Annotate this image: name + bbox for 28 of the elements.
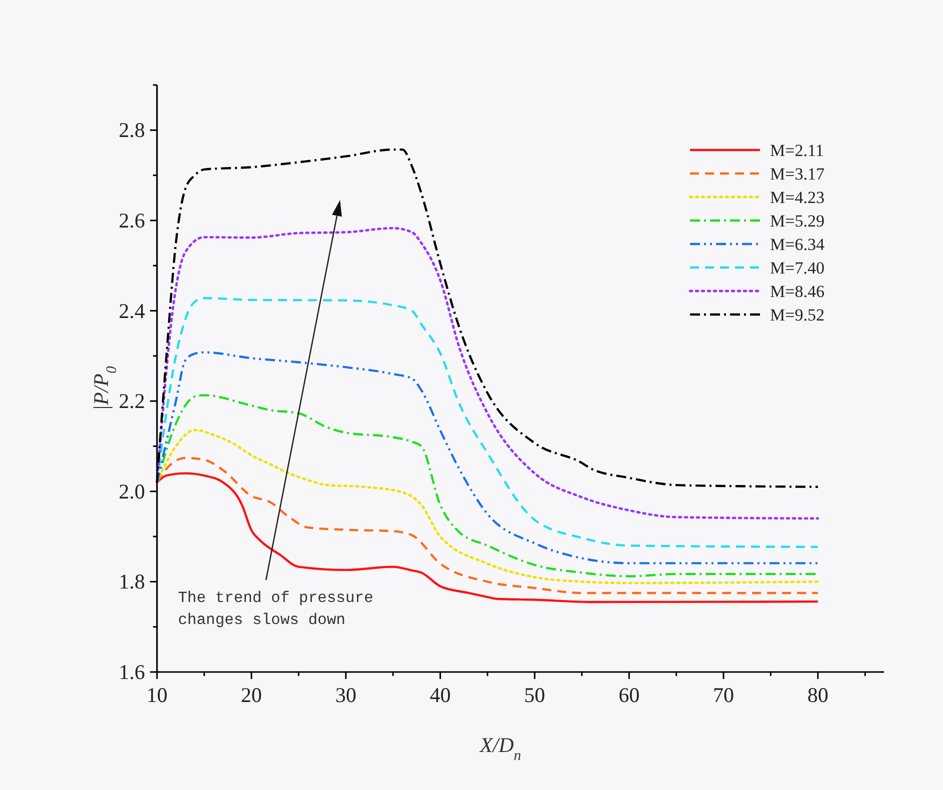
- y-tick-label: 2.4: [118, 298, 146, 323]
- x-axis-title: X/D$_{n}$: [478, 733, 522, 764]
- x-tick-label: 50: [524, 683, 546, 707]
- y-tick-label: 1.8: [118, 570, 145, 594]
- x-tick-label: 30: [335, 683, 356, 707]
- line-series: [156, 351, 820, 564]
- x-tick-label: 40: [430, 683, 451, 707]
- x-tick-label: 20: [240, 683, 262, 707]
- y-tick-label: 1.6: [118, 660, 145, 684]
- legend-label: M=5.29: [770, 212, 824, 230]
- y-tick-label: 2.0: [118, 479, 145, 504]
- x-tick-label: 80: [807, 683, 828, 707]
- line-series: [156, 428, 820, 584]
- line-series: [156, 472, 820, 604]
- x-tick-label: 10: [146, 683, 168, 707]
- y-tick-label: 2.2: [118, 389, 145, 414]
- legend-label: M=9.52: [770, 306, 824, 324]
- legend-label: M=7.40: [770, 258, 824, 278]
- legend-label: M=4.23: [770, 188, 824, 207]
- x-tick-label: 70: [712, 683, 734, 707]
- x-tick-label: 60: [618, 683, 640, 707]
- legend-label: M=2.11: [770, 141, 824, 160]
- legend-label: M=3.17: [770, 164, 825, 184]
- annotation: The trend of pressure changes slows down: [178, 589, 374, 629]
- legend-label: M=8.46: [770, 282, 824, 301]
- y-tick-label: 2.6: [118, 208, 145, 232]
- legend-label: M=6.34: [770, 235, 825, 254]
- y-tick-label: 2.8: [118, 118, 145, 142]
